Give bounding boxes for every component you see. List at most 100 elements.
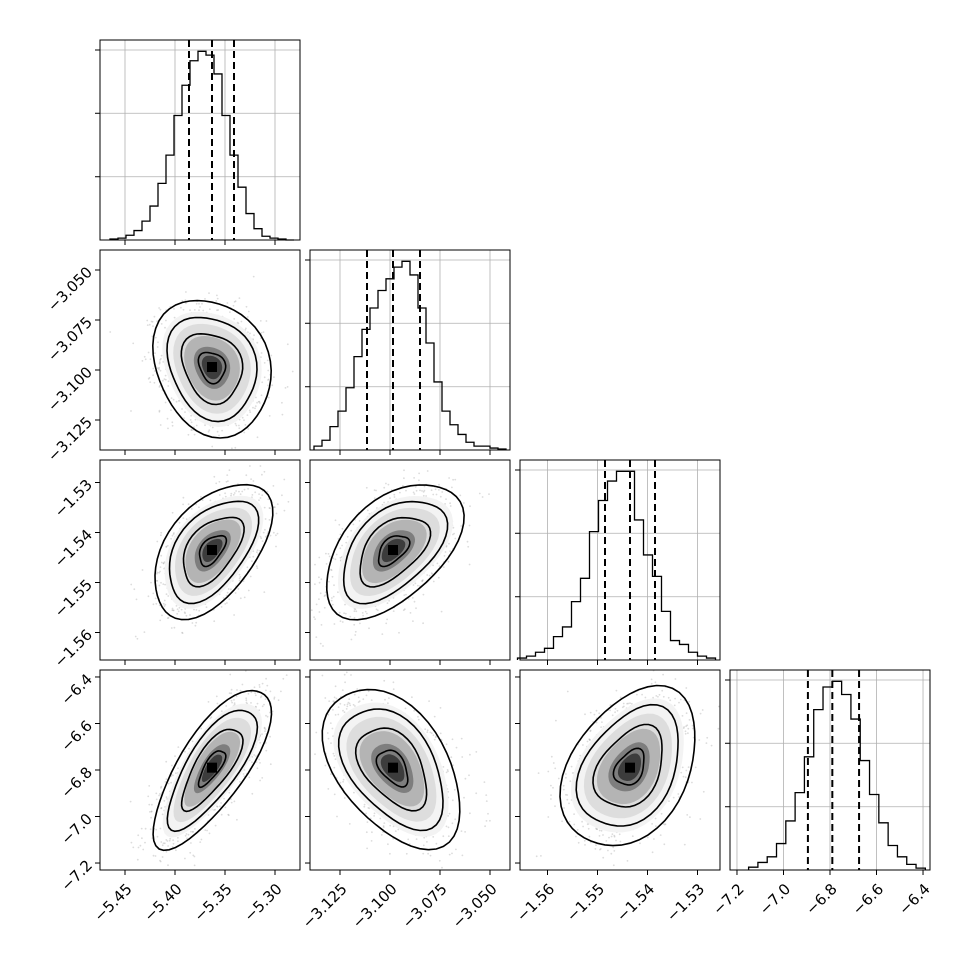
sample-point (238, 573, 241, 576)
sample-point (425, 495, 427, 497)
sample-point (332, 557, 335, 560)
sample-point (267, 396, 270, 399)
sample-point (232, 493, 235, 496)
sample-point (466, 540, 469, 543)
sample-point (254, 665, 256, 667)
sample-point (354, 634, 357, 636)
sample-point (261, 381, 264, 384)
sample-point (398, 631, 400, 634)
sample-point (339, 547, 342, 550)
sample-point (220, 606, 223, 608)
sample-point (383, 486, 386, 489)
sample-point (366, 509, 369, 512)
histogram-panel-0 (95, 39, 301, 241)
scatter-panel-1-2 (309, 459, 511, 661)
panel-background (100, 40, 300, 240)
sample-point (163, 567, 166, 570)
sample-point (238, 579, 241, 582)
sample-point (358, 520, 361, 522)
panel-frame (309, 249, 511, 451)
sample-point (387, 483, 390, 486)
sample-point (189, 309, 191, 311)
histogram-step-line (313, 260, 507, 450)
sample-point (258, 400, 261, 403)
sample-point (352, 523, 355, 526)
sample-point (445, 545, 448, 548)
sample-point (263, 376, 266, 379)
sample-point (449, 502, 451, 505)
sample-point (146, 319, 149, 322)
sample-point (350, 638, 353, 641)
sample-point (227, 813, 230, 816)
sample-point (208, 308, 211, 311)
sample-point (193, 426, 195, 429)
sample-point (259, 497, 262, 499)
sample-point (388, 599, 390, 602)
sample-point (334, 519, 337, 522)
sample-point (165, 796, 168, 798)
sample-point (381, 633, 384, 635)
sample-point (156, 580, 159, 582)
sample-point (225, 594, 228, 597)
sample-point (318, 576, 320, 579)
sample-point (468, 563, 471, 566)
sample-point (258, 686, 261, 688)
contour-line (198, 534, 228, 568)
sample-point (178, 521, 181, 524)
sample-point (194, 418, 197, 421)
contour-line (166, 316, 258, 423)
sample-point (287, 500, 290, 503)
sample-point (152, 367, 155, 370)
sample-point (163, 561, 166, 564)
density-peak (207, 545, 217, 555)
sample-point (234, 592, 237, 594)
sample-point (344, 612, 347, 615)
sample-point (190, 429, 193, 431)
sample-point (185, 302, 187, 305)
sample-point (248, 409, 251, 412)
sample-point (237, 588, 240, 590)
sample-point (239, 689, 242, 692)
sample-point (130, 410, 132, 412)
sample-point (184, 750, 186, 753)
sample-point (263, 470, 266, 473)
sample-point (247, 331, 249, 334)
sample-point (284, 387, 287, 389)
sample-point (375, 608, 378, 611)
sample-point (144, 827, 147, 830)
sample-point (155, 602, 158, 605)
sample-point (286, 386, 289, 388)
sample-point (246, 566, 249, 569)
sample-point (323, 606, 326, 609)
sample-point (152, 603, 155, 606)
sample-point (144, 841, 146, 844)
sample-point (175, 849, 177, 852)
sample-point (166, 417, 169, 420)
sample-point (193, 608, 195, 611)
sample-point (276, 532, 279, 535)
sample-point (170, 537, 173, 540)
sample-point (267, 378, 270, 381)
sample-point (153, 370, 156, 372)
sample-point (426, 574, 429, 576)
sample-point (167, 427, 169, 430)
sample-point (135, 598, 138, 601)
sample-point (412, 620, 414, 622)
sample-point (436, 562, 439, 565)
sample-point (160, 323, 163, 325)
sample-point (426, 470, 429, 472)
sample-point (366, 612, 368, 615)
sample-point (315, 636, 318, 638)
sample-point (159, 359, 162, 361)
sample-point (163, 605, 166, 608)
sample-point (166, 617, 169, 619)
sample-point (211, 426, 214, 429)
sample-point (158, 361, 161, 364)
sample-point (402, 485, 404, 487)
sample-point (251, 494, 254, 496)
sample-point (264, 528, 266, 531)
contour-line (325, 484, 465, 621)
sample-point (228, 598, 231, 601)
sample-point (163, 378, 166, 380)
sample-point (195, 424, 198, 427)
